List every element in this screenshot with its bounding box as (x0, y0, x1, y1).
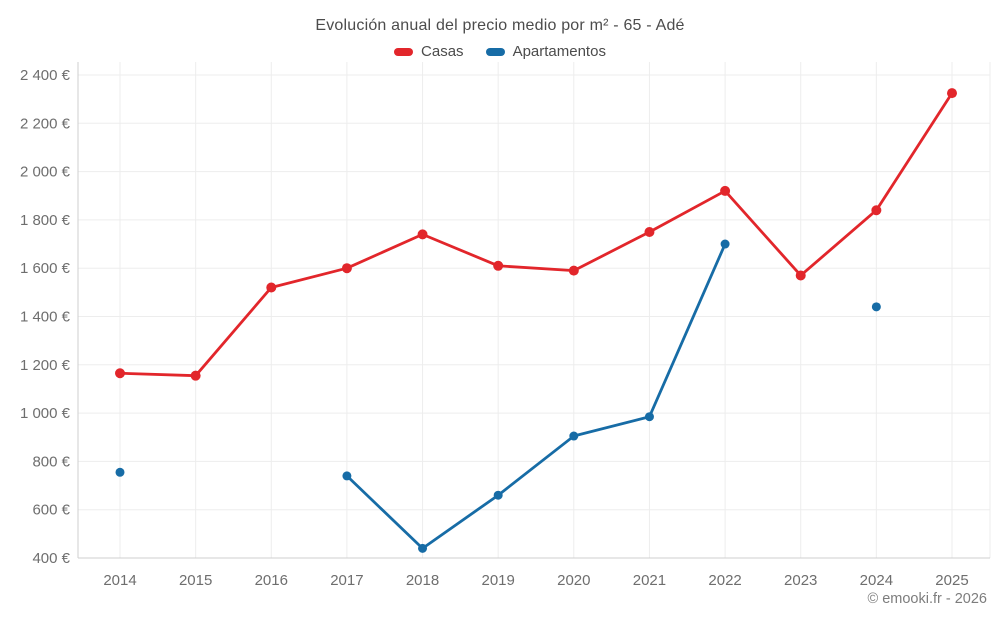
point-casas-2018 (417, 229, 428, 240)
x-tick-label: 2018 (406, 572, 439, 589)
point-casas-2015 (190, 370, 201, 381)
point-apartamentos-2021 (644, 412, 654, 422)
y-tick-label: 800 € (32, 453, 70, 470)
point-apartamentos-2018 (418, 543, 428, 553)
series-line-apartamentos (345, 242, 727, 550)
x-tick-label: 2020 (557, 572, 590, 589)
point-casas-2020 (568, 265, 579, 276)
x-tick-label: 2022 (708, 572, 741, 589)
point-apartamentos-2022 (720, 239, 730, 249)
chart-title: Evolución anual del precio medio por m² … (315, 17, 685, 34)
y-tick-label: 2 000 € (20, 164, 71, 181)
point-casas-2025 (946, 88, 957, 99)
copyright-text: © emooki.fr - 2026 (867, 591, 987, 607)
x-tick-label: 2014 (103, 572, 136, 589)
y-tick-label: 400 € (32, 550, 70, 567)
x-tick-label: 2024 (860, 572, 893, 589)
y-tick-label: 2 200 € (20, 115, 71, 132)
legend-item-casas[interactable]: Casas (394, 43, 464, 60)
legend-swatch-apartamentos-icon (485, 47, 505, 56)
y-tick-label: 2 400 € (20, 67, 71, 84)
point-casas-2021 (644, 226, 655, 237)
y-tick-label: 1 400 € (20, 309, 71, 326)
point-casas-2023 (795, 270, 806, 281)
y-tick-label: 1 200 € (20, 357, 71, 374)
point-casas-2017 (341, 263, 352, 274)
point-casas-2016 (266, 282, 277, 293)
legend-swatch-casas-icon (394, 47, 414, 56)
point-apartamentos-2020 (569, 431, 579, 441)
point-casas-2022 (720, 185, 731, 196)
x-tick-label: 2021 (633, 572, 666, 589)
y-tick-label: 1 000 € (20, 405, 71, 422)
y-tick-label: 600 € (32, 502, 70, 519)
x-tick-label: 2025 (935, 572, 968, 589)
point-apartamentos-2017 (342, 471, 352, 481)
point-casas-2024 (871, 205, 882, 216)
x-tick-label: 2019 (481, 572, 514, 589)
point-apartamentos-2024 (871, 302, 881, 312)
legend-label-casas: Casas (421, 43, 464, 60)
legend-label-apartamentos: Apartamentos (512, 43, 606, 60)
x-tick-label: 2015 (179, 572, 212, 589)
point-apartamentos-2019 (493, 490, 503, 500)
point-casas-2019 (493, 260, 504, 271)
x-tick-label: 2023 (784, 572, 817, 589)
y-tick-label: 1 600 € (20, 260, 71, 277)
x-tick-label: 2017 (330, 572, 363, 589)
x-tick-label: 2016 (255, 572, 288, 589)
chart-legend: Casas Apartamentos (0, 43, 1000, 60)
series-line-casas (118, 91, 954, 378)
y-tick-label: 1 800 € (20, 212, 71, 229)
point-apartamentos-2014 (115, 467, 125, 477)
point-casas-2014 (115, 368, 125, 379)
legend-item-apartamentos[interactable]: Apartamentos (485, 43, 606, 60)
